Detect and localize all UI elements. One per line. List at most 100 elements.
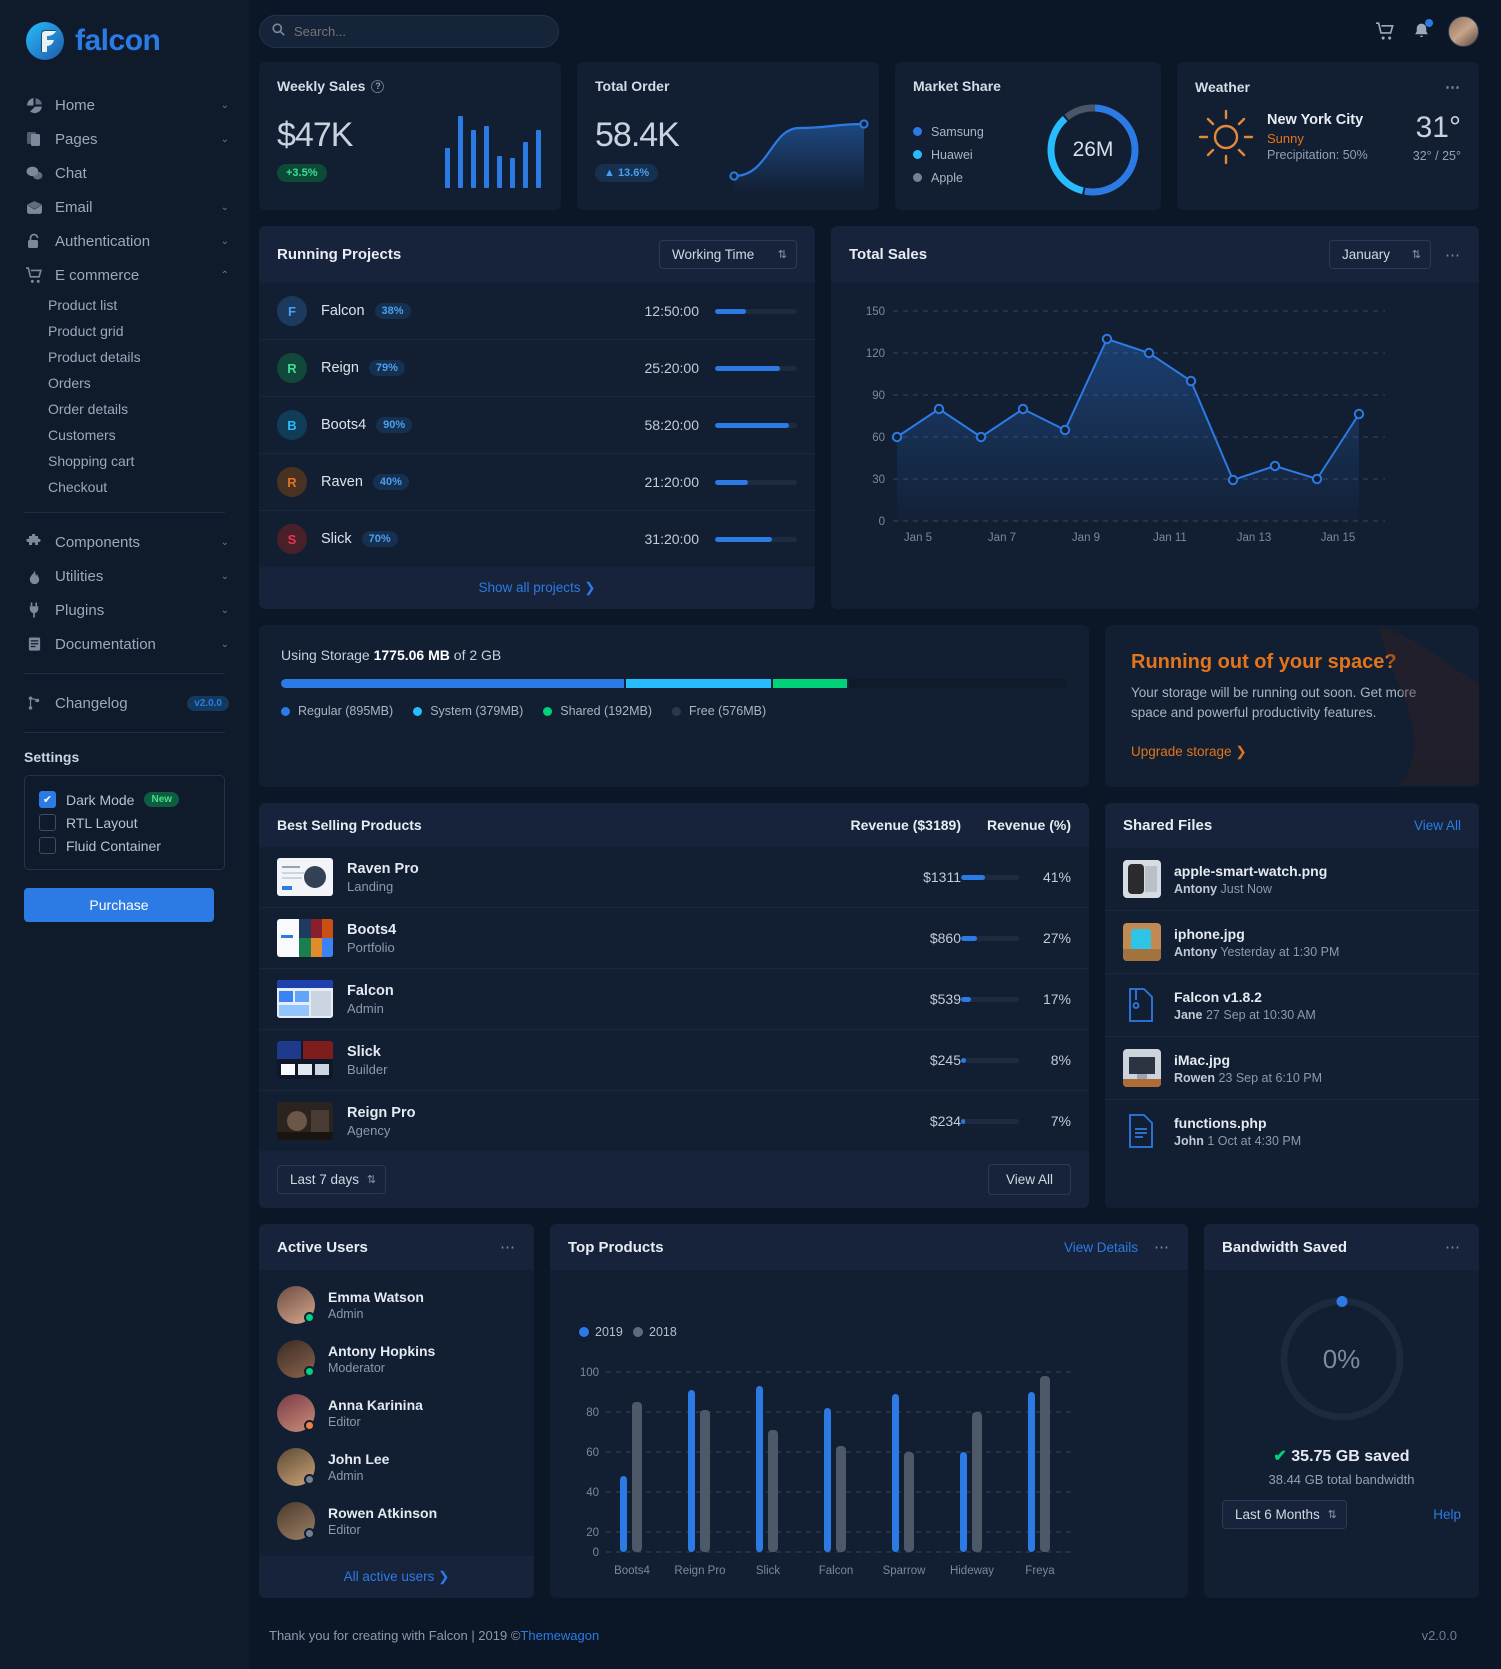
weekly-sales-label: Weekly Sales [277,78,366,94]
file-name: functions.php [1174,1114,1267,1131]
checkbox-icon[interactable] [39,837,56,854]
view-details-link[interactable]: View Details [1063,1239,1138,1255]
sidebar-subitem-customers[interactable]: Customers [48,427,116,443]
upgrade-storage-link[interactable]: Upgrade storage ❯ [1131,744,1247,760]
sidebar-subitem-order-details[interactable]: Order details [48,401,129,417]
setting-rtl-layout[interactable]: RTL Layout [39,811,210,834]
table-row[interactable]: R Reign 79% 25:20:00 [259,340,815,397]
file-user: John [1174,1133,1204,1148]
sidebar-subitem-product-details[interactable]: Product details [48,349,141,365]
themewagon-link[interactable]: Themewagon [520,1628,600,1644]
list-item[interactable]: apple-smart-watch.png Antony Just Now [1105,848,1479,912]
chevron-down-icon: ⌄ [220,99,229,111]
sidebar-item-ecommerce[interactable]: E commerce ⌃ [0,258,249,292]
project-progress-bar [715,308,797,314]
weather-temp: 31° [1415,111,1461,144]
list-item[interactable]: Falcon v1.8.2 Jane 27 Sep at 10:30 AM [1105,974,1479,1038]
more-options-icon[interactable]: ⋯ [1445,79,1461,96]
market-share-body: Samsung Huawei Apple 26M [895,94,1161,200]
brand[interactable]: falcon [0,0,249,88]
file-name: iphone.jpg [1174,925,1245,942]
zip-file-icon [1123,986,1161,1024]
table-row[interactable]: Falcon Admin $539 17% [259,969,1089,1031]
show-all-projects-link[interactable]: Show all projects ❯ [259,567,815,609]
legend-item: Huawei [913,148,984,162]
svg-text:Jan 7: Jan 7 [988,532,1016,544]
sidebar-item-authentication[interactable]: Authentication ⌄ [0,224,249,258]
sidebar-item-pages[interactable]: Pages ⌄ [0,122,249,156]
svg-text:Sparrow: Sparrow [883,1565,927,1577]
bandwidth-range-select[interactable]: Last 6 Months [1222,1500,1347,1530]
shared-files-view-all[interactable]: View All [1413,818,1461,834]
sidebar-subitem-orders[interactable]: Orders [48,375,91,391]
sidebar-item-label: Home [55,96,96,114]
user-name: Anna Karinina [328,1397,423,1414]
list-item[interactable]: Anna Karinina Editor [259,1386,534,1440]
product-percent: 8% [1050,1052,1071,1069]
avatar [277,1502,315,1541]
help-icon[interactable]: ? [371,79,385,93]
all-active-users-link[interactable]: All active users ❯ [259,1556,534,1599]
sidebar-item-utilities[interactable]: Utilities ⌄ [0,559,249,593]
list-item[interactable]: Antony Hopkins Moderator [259,1332,534,1386]
product-info: Falcon Admin [347,983,841,1016]
svg-text:80: 80 [586,1407,599,1419]
setting-fluid-container[interactable]: Fluid Container [39,834,210,857]
sidebar-item-documentation[interactable]: Documentation ⌄ [0,627,249,661]
sidebar-item-plugins[interactable]: Plugins ⌄ [0,593,249,627]
more-options-icon[interactable]: ⋯ [1445,1239,1461,1257]
more-options-icon[interactable]: ⋯ [1445,246,1461,264]
help-link[interactable]: Help [1433,1507,1461,1523]
working-time-select[interactable]: Working Time [659,240,797,269]
setting-dark-mode[interactable]: ✔ Dark Mode New [39,788,210,811]
avatar[interactable] [1448,15,1479,47]
sidebar-subitem-shopping-cart[interactable]: Shopping cart [48,453,135,469]
sidebar-subitem-product-list[interactable]: Product list [48,297,118,313]
table-row[interactable]: R Raven 40% 21:20:00 [259,454,815,511]
month-select[interactable]: January [1329,240,1431,269]
list-item[interactable]: Rowen Atkinson Editor [259,1494,534,1548]
more-options-icon[interactable]: ⋯ [500,1239,516,1257]
sidebar-subitem-checkout[interactable]: Checkout [48,479,108,495]
checkbox-checked-icon[interactable]: ✔ [39,791,56,808]
list-item[interactable]: iMac.jpg Rowen 23 Sep at 6:10 PM [1105,1037,1479,1101]
sidebar-item-changelog[interactable]: Changelog v2.0.0 [0,686,249,720]
svg-text:60: 60 [872,432,885,444]
sidebar-subitem-product-grid[interactable]: Product grid [48,323,124,339]
view-all-button[interactable]: View All [987,1164,1071,1196]
sidebar-item-email[interactable]: Email ⌄ [0,190,249,224]
date-range-select[interactable]: Last 7 days [277,1165,387,1195]
sidebar-item-home[interactable]: Home ⌄ [0,88,249,122]
svg-text:20: 20 [586,1527,599,1539]
search-icon [272,22,285,36]
table-row[interactable]: F Falcon 38% 12:50:00 [259,283,815,340]
bandwidth-saved-value: ✔ 35.75 GB saved [1204,1446,1479,1466]
avatar [277,1340,315,1379]
table-row[interactable]: Reign Pro Agency $234 7% [259,1091,1089,1151]
user-name: Antony Hopkins [328,1343,436,1360]
sidebar-item-chat[interactable]: Chat [0,156,249,190]
product-name: Boots4 [347,921,397,938]
weather-city: New York City [1267,112,1364,128]
storage-label-pre: Using Storage [281,647,374,663]
table-row[interactable]: Boots4 Portfolio $860 27% [259,908,1089,970]
list-item[interactable]: John Lee Admin [259,1440,534,1494]
table-row[interactable]: S Slick 70% 31:20:00 [259,511,815,567]
checkbox-icon[interactable] [39,814,56,831]
storage-segment-shared [773,679,847,688]
table-row[interactable]: B Boots4 90% 58:20:00 [259,397,815,454]
file-time: 27 Sep at 10:30 AM [1205,1007,1316,1022]
table-row[interactable]: Raven Pro Landing $1311 41% [259,847,1089,909]
list-item[interactable]: iphone.jpg Antony Yesterday at 1:30 PM [1105,911,1479,975]
product-thumbnail [277,858,333,897]
search-input[interactable] [259,14,559,48]
table-row[interactable]: Slick Builder $245 8% [259,1030,1089,1092]
list-item[interactable]: functions.php John 1 Oct at 4:30 PM [1105,1100,1479,1162]
list-item[interactable]: Emma Watson Admin [259,1278,534,1332]
sidebar-item-components[interactable]: Components ⌄ [0,525,249,559]
cart-icon[interactable] [1376,21,1395,41]
purchase-button[interactable]: Purchase [24,888,214,922]
more-options-icon[interactable]: ⋯ [1154,1239,1170,1257]
svg-text:2019: 2019 [595,1325,623,1339]
bell-icon[interactable] [1413,19,1433,40]
